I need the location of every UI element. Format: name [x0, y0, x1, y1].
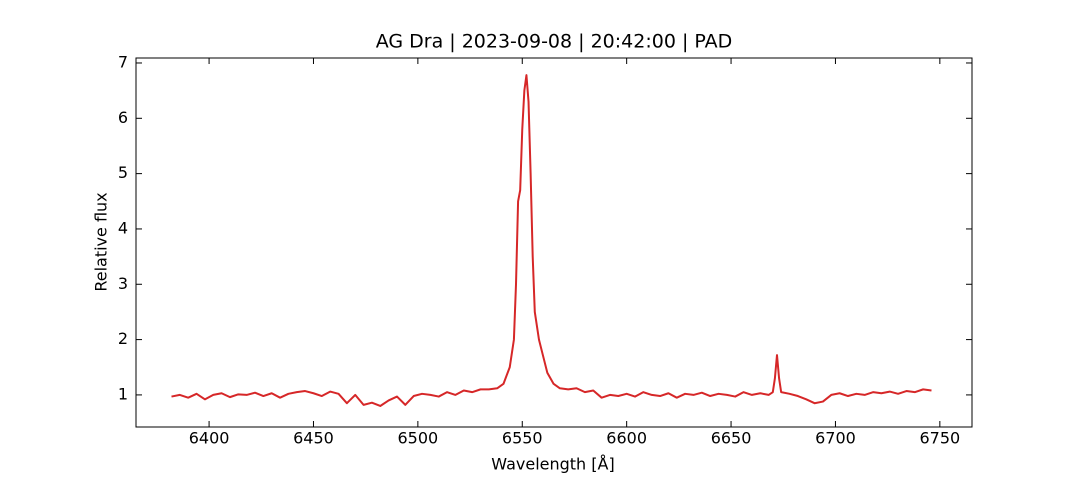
x-tick-label: 6400	[189, 429, 230, 448]
plot-frame	[135, 57, 973, 428]
x-tick-label: 6550	[502, 429, 543, 448]
x-tick-label: 6500	[398, 429, 439, 448]
y-tick-label: 3	[118, 274, 128, 293]
y-tick-label: 2	[118, 329, 128, 348]
y-tick-label: 5	[118, 163, 128, 182]
chart-title: AG Dra | 2023-09-08 | 20:42:00 | PAD	[376, 31, 733, 53]
y-tick-label: 1	[118, 384, 128, 403]
x-tick-label: 6600	[606, 429, 647, 448]
x-tick-label: 6650	[711, 429, 752, 448]
y-tick-label: 4	[118, 218, 128, 237]
y-tick-label: 6	[118, 108, 128, 127]
x-tick-label: 6450	[293, 429, 334, 448]
y-tick-label: 7	[118, 52, 128, 71]
x-axis-label: Wavelength [Å]	[491, 455, 614, 474]
x-tick-label: 6750	[919, 429, 960, 448]
spectrum-line	[171, 74, 932, 407]
x-tick-label: 6700	[815, 429, 856, 448]
y-axis-label: Relative flux	[92, 192, 111, 291]
